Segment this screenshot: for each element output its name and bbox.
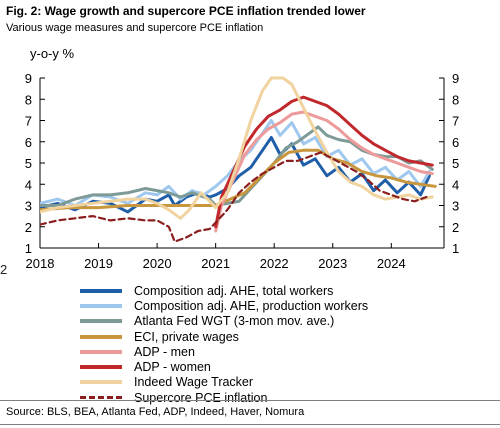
legend-label: ADP - women xyxy=(134,360,211,375)
series-line-6 xyxy=(214,95,434,229)
y-tick-label-left: 4 xyxy=(25,177,32,192)
series-line-7 xyxy=(40,76,434,220)
legend-entry: ADP - women xyxy=(80,359,368,374)
y-tick-label-left: 2 xyxy=(25,220,32,235)
cropped-edge-text: 2 xyxy=(0,262,8,277)
series-line-1 xyxy=(40,136,431,214)
x-tick-label: 2022 xyxy=(260,256,289,271)
x-tick-label: 2021 xyxy=(201,256,230,271)
y-tick-label-right: 3 xyxy=(452,199,459,214)
legend-entry: Composition adj. AHE, production workers xyxy=(80,298,368,313)
legend-label: Supercore PCE inflation xyxy=(134,390,268,405)
legend-swatch xyxy=(80,365,122,370)
legend-entry: ECI, private wages xyxy=(80,329,368,344)
y-tick-label-right: 6 xyxy=(452,135,459,150)
legend-entry: ADP - men xyxy=(80,344,368,359)
y-tick-label-right: 1 xyxy=(452,241,459,256)
y-tick-label-right: 4 xyxy=(452,177,459,192)
y-tick-label-right: 9 xyxy=(452,71,459,86)
chart-title: Fig. 2: Wage growth and supercore PCE in… xyxy=(6,4,366,18)
legend-swatch xyxy=(80,334,122,339)
chart-legend: Composition adj. AHE, total workers Compo… xyxy=(80,283,368,405)
y-tick-label-right: 5 xyxy=(452,156,459,171)
legend-label: Composition adj. AHE, total workers xyxy=(134,283,334,298)
y-tick-label-right: 2 xyxy=(452,220,459,235)
y-tick-label-left: 7 xyxy=(25,114,32,129)
legend-entry: Composition adj. AHE, total workers xyxy=(80,283,368,298)
x-tick-label: 2023 xyxy=(318,256,347,271)
x-tick-label: 2018 xyxy=(26,256,55,271)
y-tick-label-left: 8 xyxy=(25,92,32,107)
series-line-5 xyxy=(214,110,434,233)
y-axis-label: y-o-y % xyxy=(30,46,75,61)
legend-label: Composition adj. AHE, production workers xyxy=(134,298,369,313)
legend-entry: Indeed Wage Tracker xyxy=(80,375,368,390)
y-tick-label-left: 3 xyxy=(25,199,32,214)
legend-swatch xyxy=(80,319,122,324)
legend-label: Indeed Wage Tracker xyxy=(134,375,254,390)
y-tick-label-left: 6 xyxy=(25,135,32,150)
chart-subtitle: Various wage measures and supercore PCE … xyxy=(6,22,264,34)
series-line-4 xyxy=(40,148,437,212)
legend-swatch xyxy=(80,288,122,293)
y-tick-label-right: 8 xyxy=(452,92,459,107)
y-tick-label-left: 9 xyxy=(25,71,32,86)
y-tick-label-right: 7 xyxy=(452,114,459,129)
legend-swatch xyxy=(80,396,122,400)
series-line-8 xyxy=(40,151,428,243)
legend-entry: Supercore PCE inflation xyxy=(80,390,368,405)
y-tick-label-left: 5 xyxy=(25,156,32,171)
y-tick-label-left: 1 xyxy=(25,241,32,256)
x-tick-label: 2019 xyxy=(84,256,113,271)
legend-label: ADP - men xyxy=(134,344,195,359)
x-tick-label: 2020 xyxy=(143,256,172,271)
legend-entry: Atlanta Fed WGT (3-mon mov. ave.) xyxy=(80,314,368,329)
source-note: Source: BLS, BEA, Atlanta Fed, ADP, Inde… xyxy=(6,406,305,418)
legend-swatch xyxy=(80,349,122,354)
footer-divider xyxy=(0,400,500,401)
legend-label: ECI, private wages xyxy=(134,329,239,344)
bottom-divider xyxy=(0,424,500,425)
legend-label: Atlanta Fed WGT (3-mon mov. ave.) xyxy=(134,314,335,329)
line-chart: 1 1 2 2 3 3 4 4 5 5 6 6 7 7 8 8 9 9 2018 2019 2020 2021 2022 20… xyxy=(25,46,459,271)
x-tick-label: 2024 xyxy=(377,256,406,271)
legend-swatch xyxy=(80,303,122,308)
legend-swatch xyxy=(80,380,122,385)
